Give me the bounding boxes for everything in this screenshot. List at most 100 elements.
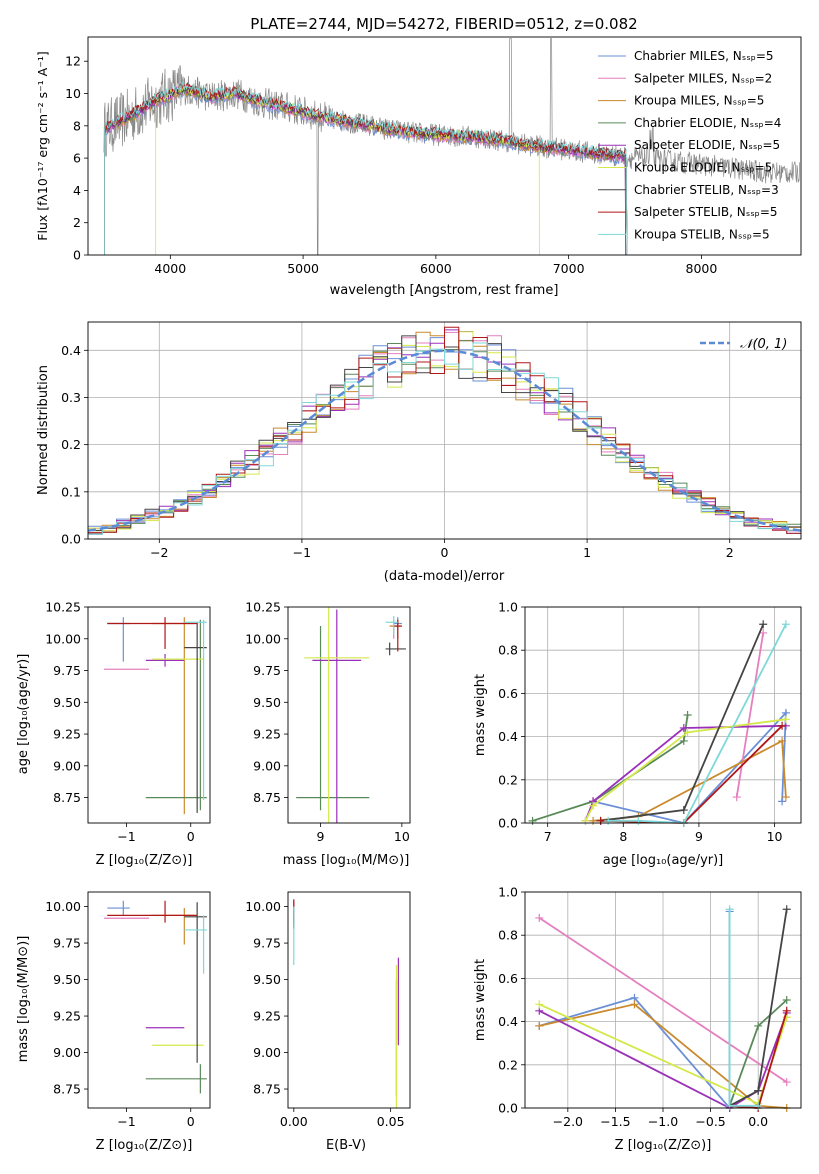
y-tick-label: 9.25: [53, 727, 81, 742]
x-tick-label: 8000: [686, 261, 718, 276]
y-tick-label: 9.75: [53, 663, 81, 678]
y-tick-label: 9.75: [253, 936, 281, 951]
y-tick-label: 2: [73, 215, 81, 230]
mass-weight-point: [782, 996, 791, 1004]
mw-z-xlabel: Z [log₁₀(Z/Z⊙)]: [615, 1138, 712, 1153]
massweight-vs-metallicity-panel: −2.0 −1.5 −1.0 −0.5 0.0 0.0 0.2 0.4 0.6 0.8 1.0: [498, 885, 802, 1129]
y-tick-label: 8.75: [253, 1082, 281, 1097]
spectrum-xlabel: wavelength [Angstrom, rest frame]: [330, 283, 559, 298]
x-tick-label: −1.0: [648, 1114, 678, 1129]
mass-vs-extinction-panel: 0.00 0.05 8.75 9.00 9.25 9.50 9.75 10.00: [245, 891, 411, 1129]
mass-weight-point: [759, 628, 768, 637]
mass-weight-point: [781, 620, 790, 629]
mass-weight-point: [754, 1021, 763, 1030]
x-tick-label: −1: [117, 829, 135, 844]
legend-entry: Kroupa ELODIE, Nₛₛₚ=5: [634, 161, 772, 175]
spectrum-title: PLATE=2744, MJD=54272, FIBERID=0512, z=0…: [250, 15, 637, 33]
y-tick-label: 8.75: [53, 790, 81, 805]
mass-weight-line: [538, 917, 788, 1083]
y-tick-label: 9.25: [53, 1009, 81, 1024]
mass-weight-point: [535, 1021, 544, 1030]
legend-entry: Salpeter STELIB, Nₛₛₚ=5: [634, 205, 778, 219]
mass-weight-point: [528, 816, 537, 825]
residual-histogram: [88, 342, 801, 535]
x-tick-label: 7: [544, 829, 552, 844]
y-tick-label: 9.00: [253, 758, 281, 773]
mass-weight-point: [782, 1006, 791, 1015]
x-tick-label: 10: [767, 829, 783, 844]
mass-weight-point: [535, 913, 544, 922]
mass-weight-line: [592, 710, 787, 824]
residuals-panel: −2 −1 0 1 2 0.0 0.1 0.2 0.3 0.4 𝒩(0, 1): [61, 321, 802, 560]
y-tick-label: 8: [73, 118, 81, 133]
y-tick-label: 0.4: [498, 729, 518, 744]
model-spectrum-line: [104, 88, 628, 255]
y-tick-label: 0.3: [61, 390, 81, 405]
x-tick-label: 0.05: [377, 1114, 405, 1129]
mass-weight-line: [600, 623, 765, 822]
y-tick-label: 0.6: [498, 686, 518, 701]
model-spectrum-line: [104, 87, 628, 255]
age-z-xlabel: Z [log₁₀(Z/Z⊙)]: [96, 853, 193, 868]
mass-weight-point: [589, 801, 598, 810]
axes-frame: [287, 891, 411, 1109]
y-tick-label: 9.25: [253, 727, 281, 742]
axes-frame: [524, 606, 802, 824]
x-tick-label: −1.5: [600, 1114, 630, 1129]
x-tick-label: 0.0: [748, 1114, 768, 1129]
y-tick-label: 9.50: [253, 972, 281, 987]
mass-weight-line: [728, 909, 759, 1107]
x-tick-label: 2: [726, 545, 734, 560]
y-tick-label: 10.00: [245, 899, 281, 914]
mass-weight-line: [539, 1003, 787, 1109]
x-tick-label: −2: [150, 545, 168, 560]
axes-frame: [287, 606, 411, 824]
y-tick-label: 9.50: [53, 972, 81, 987]
axes-frame: [87, 36, 802, 256]
axes-frame: [87, 891, 211, 1109]
y-tick-label: 9.75: [53, 936, 81, 951]
y-tick-label: 1.0: [498, 600, 518, 615]
mass-weight-point: [759, 620, 768, 629]
y-tick-label: 9.00: [53, 758, 81, 773]
x-tick-label: 0: [187, 829, 195, 844]
mass-weight-line: [735, 632, 765, 798]
y-tick-label: 9.00: [253, 1045, 281, 1060]
mass-vs-metallicity-panel: −1 0 8.75 9.00 9.25 9.50 9.75 10.00: [45, 891, 211, 1129]
y-tick-label: 10.25: [45, 600, 81, 615]
mass-weight-point: [589, 816, 598, 825]
x-tick-label: 9: [317, 829, 325, 844]
y-tick-label: 0: [73, 248, 81, 263]
y-tick-label: 10.00: [245, 631, 281, 646]
y-tick-label: 9.25: [253, 1009, 281, 1024]
y-tick-label: 4: [73, 183, 81, 198]
y-tick-label: 0.1: [61, 484, 81, 499]
y-tick-label: 8.75: [53, 1082, 81, 1097]
y-tick-label: 0.0: [61, 532, 81, 547]
legend-entry: Salpeter ELODIE, Nₛₛₚ=5: [634, 138, 780, 152]
model-spectrum-line: [104, 83, 628, 255]
x-tick-label: 1: [583, 545, 591, 560]
y-tick-label: 9.75: [253, 663, 281, 678]
x-tick-label: 7000: [553, 261, 585, 276]
y-tick-label: 9.50: [253, 695, 281, 710]
legend-entry: Chabrier STELIB, Nₛₛₚ=3: [634, 183, 779, 197]
axes-frame: [87, 606, 211, 824]
mass-weight-point: [581, 816, 590, 825]
residuals-ylabel: Normed distribution: [36, 365, 51, 495]
model-spectrum-line: [155, 84, 540, 255]
model-spectrum-line: [104, 87, 628, 255]
mass-weight-point: [683, 711, 692, 719]
axes-frame: [87, 321, 802, 540]
mass-weight-point: [679, 723, 688, 732]
mass-weight-point: [679, 736, 688, 745]
y-tick-label: 6: [73, 151, 81, 166]
legend-entry: Chabrier ELODIE, Nₛₛₚ=4: [634, 116, 781, 130]
x-tick-label: 0: [441, 545, 449, 560]
mass-weight-point: [630, 1000, 639, 1009]
y-tick-label: 0.8: [498, 643, 518, 658]
x-tick-label: 0: [187, 1114, 195, 1129]
legend-entry: Kroupa STELIB, Nₛₛₚ=5: [634, 227, 770, 241]
y-tick-label: 10.25: [245, 600, 281, 615]
legend-entry: Chabrier MILES, Nₛₛₚ=5: [634, 49, 774, 63]
